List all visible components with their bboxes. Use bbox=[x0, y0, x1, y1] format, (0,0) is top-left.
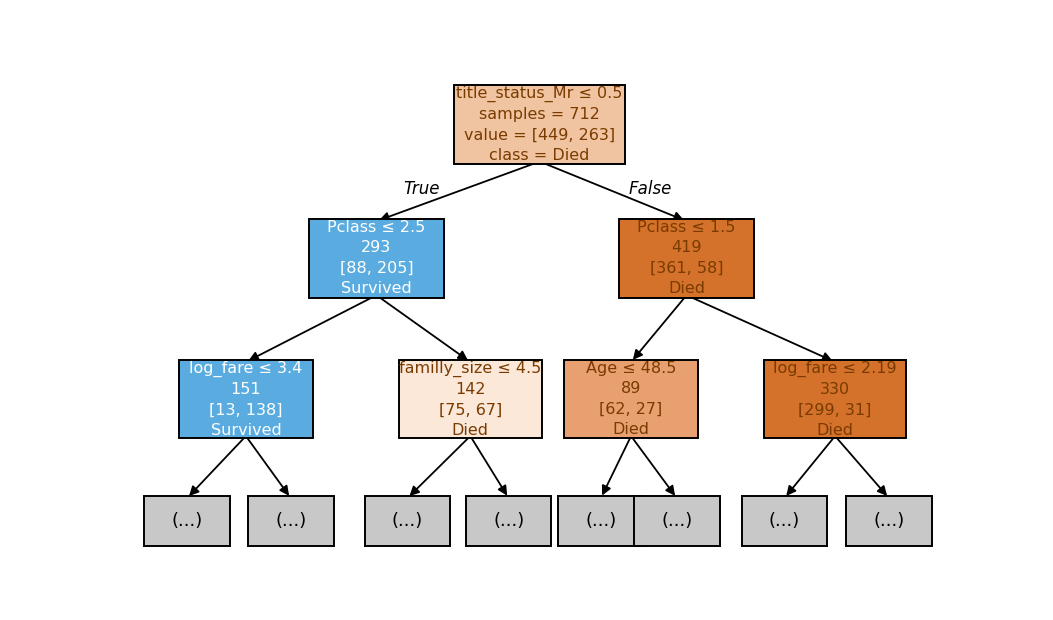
FancyBboxPatch shape bbox=[399, 360, 541, 438]
Text: (...): (...) bbox=[769, 512, 800, 529]
FancyBboxPatch shape bbox=[465, 496, 552, 546]
Text: True: True bbox=[403, 180, 439, 198]
Text: (...): (...) bbox=[493, 512, 524, 529]
FancyBboxPatch shape bbox=[144, 496, 230, 546]
FancyBboxPatch shape bbox=[558, 496, 643, 546]
Text: log_fare ≤ 3.4
151
[13, 138]
Survived: log_fare ≤ 3.4 151 [13, 138] Survived bbox=[190, 360, 302, 438]
Text: (...): (...) bbox=[585, 512, 616, 529]
Text: Age ≤ 48.5
89
[62, 27]
Died: Age ≤ 48.5 89 [62, 27] Died bbox=[585, 361, 676, 437]
FancyBboxPatch shape bbox=[563, 360, 698, 438]
FancyBboxPatch shape bbox=[364, 496, 451, 546]
Text: (...): (...) bbox=[661, 512, 693, 529]
FancyBboxPatch shape bbox=[741, 496, 828, 546]
Text: (...): (...) bbox=[392, 512, 423, 529]
Text: log_fare ≤ 2.19
330
[299, 31]
Died: log_fare ≤ 2.19 330 [299, 31] Died bbox=[773, 360, 897, 438]
FancyBboxPatch shape bbox=[247, 496, 334, 546]
FancyBboxPatch shape bbox=[310, 219, 443, 298]
FancyBboxPatch shape bbox=[634, 496, 719, 546]
Text: (...): (...) bbox=[275, 512, 306, 529]
Text: title_status_Mr ≤ 0.5
samples = 712
value = [449, 263]
class = Died: title_status_Mr ≤ 0.5 samples = 712 valu… bbox=[456, 86, 623, 163]
FancyBboxPatch shape bbox=[847, 496, 932, 546]
FancyBboxPatch shape bbox=[454, 85, 625, 164]
Text: False: False bbox=[629, 180, 672, 198]
Text: Pclass ≤ 2.5
293
[88, 205]
Survived: Pclass ≤ 2.5 293 [88, 205] Survived bbox=[327, 220, 425, 296]
Text: (...): (...) bbox=[172, 512, 203, 529]
FancyBboxPatch shape bbox=[619, 219, 754, 298]
FancyBboxPatch shape bbox=[763, 360, 907, 438]
FancyBboxPatch shape bbox=[179, 360, 313, 438]
Text: Pclass ≤ 1.5
419
[361, 58]
Died: Pclass ≤ 1.5 419 [361, 58] Died bbox=[637, 220, 736, 296]
Text: familly_size ≤ 4.5
142
[75, 67]
Died: familly_size ≤ 4.5 142 [75, 67] Died bbox=[399, 360, 541, 438]
Text: (...): (...) bbox=[873, 512, 905, 529]
